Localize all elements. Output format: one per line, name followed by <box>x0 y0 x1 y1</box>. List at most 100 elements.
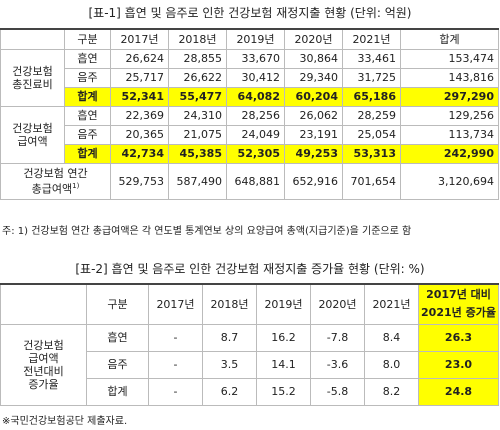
table: 구분 2017년 2018년 2019년 2020년 2021년 2017년 대비 2021년… <box>0 283 499 406</box>
row: 합계 -6.2 15.2 -5.8 8.2 24.8 <box>1 377 499 406</box>
row-label: 합계 <box>86 377 149 406</box>
row: 건강보험 급여액 전년대비 증가율 흡연 -8.7 16.2 -7.8 8.4 26.3 <box>0 323 499 406</box>
cell: 30,412 <box>226 67 285 88</box>
row-label: 음주 <box>64 124 111 145</box>
cell: 26,624 <box>110 48 169 69</box>
label-line: 2021년 증가율 <box>421 306 496 320</box>
row: 합계 42,734 45,385 52,305 49,253 53,313 242,990 <box>1 143 499 164</box>
label-line: 2017년 대비 <box>426 288 491 302</box>
group-label: 건강보험 총진료비 <box>0 48 65 107</box>
cell: -5.8 <box>310 377 365 406</box>
cell: 64,082 <box>226 86 285 107</box>
table: 구분 2017년 2018년 2019년 2020년 2021년 합계 건강보험 총진료비 흡연 2… <box>0 28 499 200</box>
cell: 33,670 <box>226 48 285 69</box>
cell: - <box>148 350 203 379</box>
row: 음주 20,365 21,075 24,049 23,191 25,054 113,734 <box>1 124 499 145</box>
cell: 8.2 <box>364 377 419 406</box>
cell: 49,253 <box>284 143 343 164</box>
note: 주: 1) 건강보험 연간 총급여액은 각 연도별 통계연보 상의 요양급여 총… <box>2 226 412 237</box>
cell: 25,717 <box>110 67 169 88</box>
cell: 42,734 <box>110 143 169 164</box>
cell: 29,340 <box>284 67 343 88</box>
cell: 23.0 <box>418 350 499 379</box>
row: 합계 52,341 55,477 64,082 60,204 65,186 297,290 <box>1 86 499 107</box>
label-line: 건강보험 연간 <box>23 166 88 180</box>
header-cell: 2019년 <box>226 28 285 50</box>
header-cell: 2017년 <box>110 28 169 50</box>
footnote-mark: 1) <box>72 181 80 190</box>
cell: 8.0 <box>364 350 419 379</box>
row: 음주 25,717 26,622 30,412 29,340 31,725 143,816 <box>1 67 499 88</box>
label-line: 총급여액 <box>31 182 73 196</box>
header-cell: 2017년 대비 2021년 증가율 <box>418 283 499 325</box>
cell: 587,490 <box>168 162 227 200</box>
label-line: 증가율 <box>28 377 59 391</box>
cell: -3.6 <box>310 350 365 379</box>
cell: 24,049 <box>226 124 285 145</box>
cell: 65,186 <box>342 86 401 107</box>
cell: 25,054 <box>342 124 401 145</box>
table-title: [표-2] 흡연 및 음주로 인한 건강보험 재정지출 증가율 현황 (단위: … <box>75 262 425 276</box>
cell: 24,310 <box>168 105 227 126</box>
cell: 23,191 <box>284 124 343 145</box>
row: 건강보험 급여액 흡연 22,369 24,310 28,256 26,062 28,259 1… <box>0 105 499 164</box>
cell: 16.2 <box>256 323 311 352</box>
cell: 33,461 <box>342 48 401 69</box>
cell: -7.8 <box>310 323 365 352</box>
cell: 26,622 <box>168 67 227 88</box>
cell: 297,290 <box>400 86 499 107</box>
cell: 28,259 <box>342 105 401 126</box>
row: 음주 -3.5 14.1 -3.6 8.0 23.0 <box>1 350 499 379</box>
cell: 52,341 <box>110 86 169 107</box>
row-label: 흡연 <box>86 323 149 352</box>
cell: 129,256 <box>400 105 499 126</box>
source: ※국민건강보험공단 제출자료. <box>2 416 128 427</box>
cell: 153,474 <box>400 48 499 69</box>
cell: 3,120,694 <box>400 162 499 200</box>
label-line: 건강보험 <box>12 121 53 135</box>
header-cell: 2020년 <box>310 283 365 325</box>
row-label: 합계 <box>64 143 111 164</box>
cell: 143,816 <box>400 67 499 88</box>
cell: 701,654 <box>342 162 401 200</box>
header-cell: 2017년 <box>148 283 203 325</box>
cell: - <box>148 323 203 352</box>
header-cell: 합계 <box>400 28 499 50</box>
header-row: 구분 2017년 2018년 2019년 2020년 2021년 2017년 대비 2021년… <box>0 283 499 325</box>
cell: 52,305 <box>226 143 285 164</box>
cell: 26,062 <box>284 105 343 126</box>
header-cell: 2018년 <box>168 28 227 50</box>
label-line: 건강보험 <box>12 64 53 78</box>
cell: 22,369 <box>110 105 169 126</box>
cell: 30,864 <box>284 48 343 69</box>
row-label: 음주 <box>86 350 149 379</box>
label-line: 총진료비 <box>12 77 53 91</box>
cell: 8.4 <box>364 323 419 352</box>
cell: 652,916 <box>284 162 343 200</box>
cell: 6.2 <box>202 377 257 406</box>
group-label: 건강보험 급여액 전년대비 증가율 <box>0 323 87 406</box>
label-line: 급여액 <box>17 134 48 148</box>
corner <box>0 28 65 50</box>
cell: 31,725 <box>342 67 401 88</box>
label-line: 급여액 <box>28 351 59 365</box>
cell: 8.7 <box>202 323 257 352</box>
table-title: [표-1] 흡연 및 음주로 인한 건강보험 재정지출 현황 (단위: 억원) <box>88 6 412 20</box>
cell: 113,734 <box>400 124 499 145</box>
corner <box>0 283 87 325</box>
row-label: 흡연 <box>64 105 111 126</box>
cell: 529,753 <box>110 162 169 200</box>
cell: 242,990 <box>400 143 499 164</box>
cell: 15.2 <box>256 377 311 406</box>
header-cell: 2018년 <box>202 283 257 325</box>
cell: 55,477 <box>168 86 227 107</box>
group-label: 건강보험 급여액 <box>0 105 65 164</box>
header-cell: 2021년 <box>364 283 419 325</box>
cell: - <box>148 377 203 406</box>
label-line: 건강보험 <box>23 338 64 352</box>
row: 건강보험 총진료비 흡연 26,624 28,855 33,670 30,864 33,461… <box>0 48 499 107</box>
cell: 21,075 <box>168 124 227 145</box>
cell: 648,881 <box>226 162 285 200</box>
